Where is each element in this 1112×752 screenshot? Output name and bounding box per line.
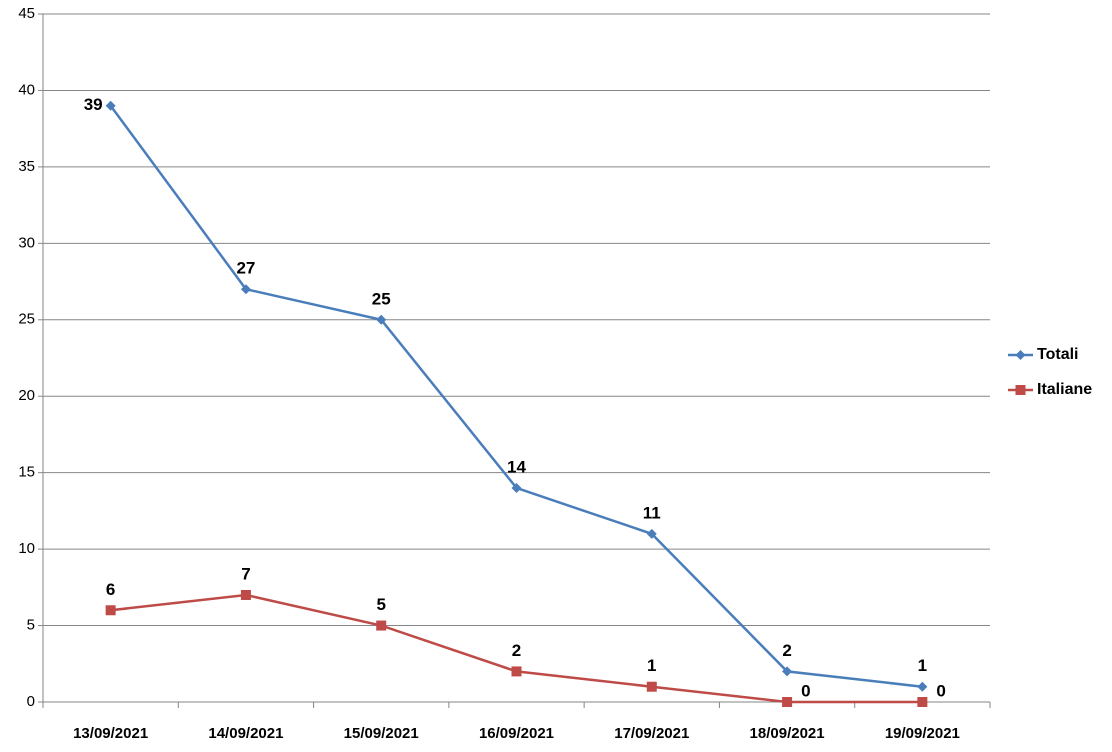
marker <box>917 681 928 692</box>
y-tick-label: 0 <box>27 693 35 710</box>
legend-marker <box>1015 385 1026 395</box>
marker <box>511 666 522 677</box>
data-label: 6 <box>106 580 115 599</box>
x-tick-label: 16/09/2021 <box>479 725 554 742</box>
data-label: 14 <box>507 457 526 476</box>
marker <box>240 589 251 600</box>
y-tick-label: 45 <box>18 5 35 22</box>
x-tick-label: 19/09/2021 <box>885 725 960 742</box>
x-tick-label: 14/09/2021 <box>208 725 283 742</box>
legend-label: Italiane <box>1037 381 1092 398</box>
data-label: 11 <box>643 503 661 522</box>
data-label: 27 <box>236 259 255 278</box>
x-tick-label: 13/09/2021 <box>73 725 148 742</box>
legend-marker <box>1015 350 1026 360</box>
data-label: 2 <box>512 641 521 660</box>
x-tick-label: 15/09/2021 <box>344 725 419 742</box>
data-label: 7 <box>241 564 250 583</box>
marker <box>376 620 387 631</box>
marker <box>782 697 793 707</box>
data-label: 0 <box>801 681 810 700</box>
marker <box>782 666 793 677</box>
marker <box>646 528 657 539</box>
y-tick-label: 40 <box>18 81 35 98</box>
marker <box>105 100 116 111</box>
legend-label: Totali <box>1037 346 1078 363</box>
marker <box>105 605 116 616</box>
x-tick-label: 18/09/2021 <box>750 725 825 742</box>
y-tick-label: 5 <box>27 617 35 634</box>
marker <box>917 697 928 707</box>
data-label: 0 <box>936 681 945 700</box>
data-label: 2 <box>782 641 791 660</box>
data-label: 25 <box>372 289 391 308</box>
y-tick-label: 10 <box>18 540 35 557</box>
data-label: 1 <box>647 656 656 675</box>
marker <box>646 681 657 692</box>
y-tick-label: 35 <box>18 158 35 175</box>
marker <box>376 314 387 325</box>
x-tick-label: 17/09/2021 <box>614 725 689 742</box>
data-label: 39 <box>84 95 103 114</box>
y-tick-label: 20 <box>18 387 35 404</box>
y-tick-label: 25 <box>18 311 35 328</box>
data-label: 5 <box>376 595 385 614</box>
marker <box>240 284 251 295</box>
y-tick-label: 30 <box>18 234 35 251</box>
marker <box>511 482 522 493</box>
y-tick-label: 15 <box>18 464 35 481</box>
data-label: 1 <box>918 656 927 675</box>
